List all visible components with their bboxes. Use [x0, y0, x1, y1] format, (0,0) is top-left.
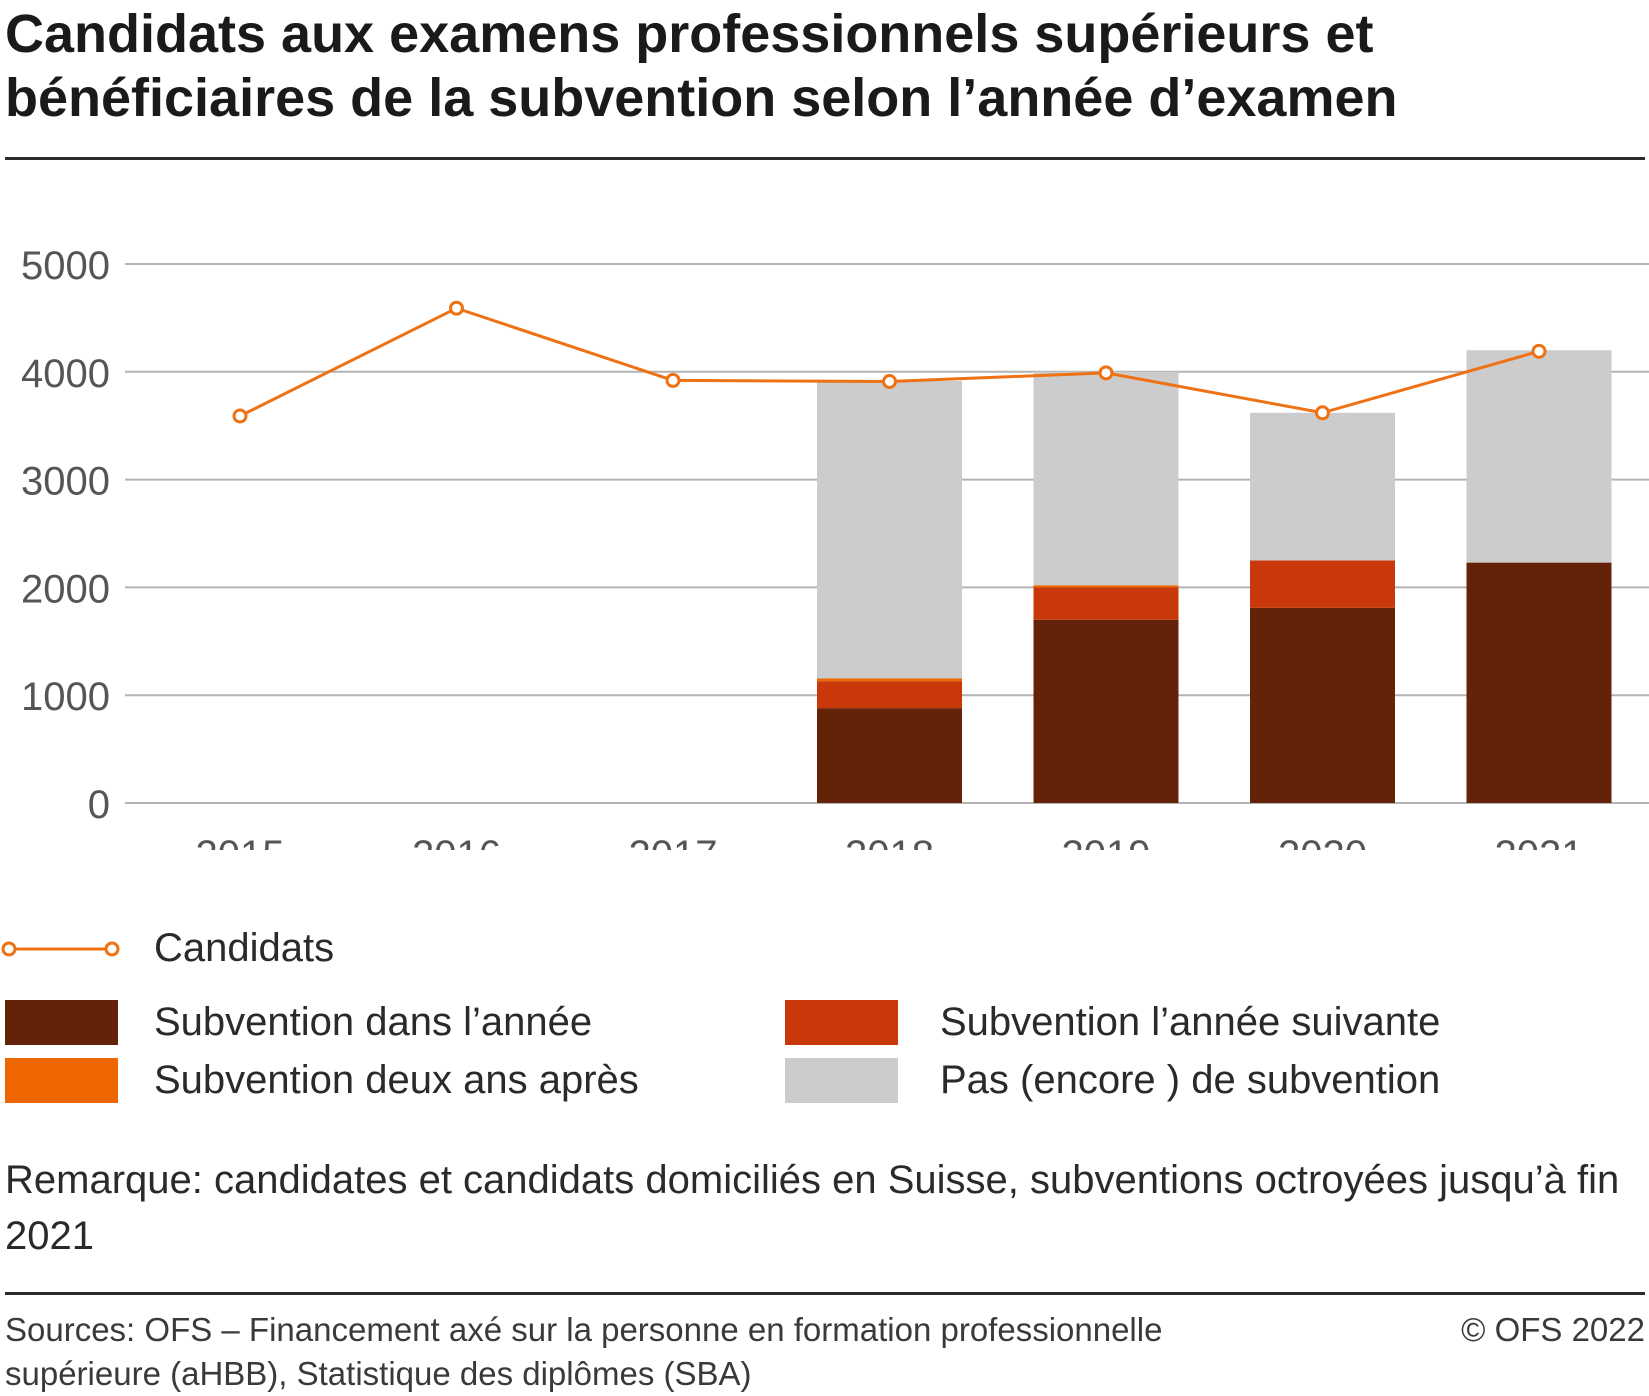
bar-deux-ans-2018	[817, 678, 962, 682]
y-tick-label-2000: 2000	[21, 567, 110, 611]
bar-annee-suivante-2019	[1033, 587, 1179, 620]
x-axis-ticks: 2015 2016 2017 2018 2019 2020 2021	[196, 833, 1584, 850]
y-tick-label-0: 0	[88, 783, 110, 827]
chart-title: Candidats aux examens professionnels sup…	[5, 4, 1398, 128]
candidats-point-2018	[882, 374, 897, 390]
bars	[817, 350, 1612, 803]
legend-label-annee-suivante: Subvention l’année suivante	[940, 1000, 1441, 1044]
x-tick-label-2017: 2017	[629, 833, 718, 850]
title-rule	[5, 157, 1645, 160]
footer-rule	[5, 1292, 1645, 1295]
legend-candidats-label: Candidats	[154, 926, 335, 970]
bar-dans-annee-2021	[1466, 562, 1612, 803]
copyright-text: © OFS 2022	[1461, 1311, 1645, 1348]
candidats-line	[232, 300, 1547, 424]
bar-dans-annee-2020	[1250, 607, 1395, 803]
bar-dans-annee-2018	[817, 708, 962, 803]
legend-candidats-marker	[1, 941, 120, 957]
bar-pas-encore-2020	[1250, 412, 1395, 561]
legend-label-dans-annee: Subvention dans l’année	[154, 1000, 593, 1044]
y-tick-label-3000: 3000	[21, 460, 110, 504]
x-tick-label-2016: 2016	[412, 833, 501, 850]
y-tick-label-4000: 4000	[21, 352, 110, 396]
bar-pas-encore-2021	[1466, 350, 1612, 563]
y-axis-ticks: 0 1000 2000 3000 4000 5000	[21, 244, 110, 827]
legend-swatch-dans-annee	[5, 1000, 118, 1045]
bar-dans-annee-2019	[1033, 619, 1179, 803]
bar-annee-suivante-2018	[817, 681, 962, 709]
candidats-point-2016	[449, 300, 464, 316]
candidats-point-2015	[232, 408, 248, 424]
x-tick-label-2018: 2018	[845, 833, 934, 850]
y-tick-label-1000: 1000	[21, 675, 110, 719]
candidats-point-2020	[1315, 405, 1330, 421]
legend-candidats-dot-right	[104, 941, 120, 957]
legend-swatch-deux-ans	[5, 1058, 118, 1103]
x-tick-label-2019: 2019	[1062, 833, 1151, 850]
legend-label-pas-encore: Pas (encore ) de subvention	[940, 1058, 1441, 1102]
x-tick-label-2020: 2020	[1278, 833, 1367, 850]
candidats-point-2017	[665, 372, 681, 388]
bar-deux-ans-2019	[1033, 585, 1179, 588]
x-tick-label-2021: 2021	[1495, 833, 1584, 850]
x-tick-label-2015: 2015	[196, 833, 285, 850]
y-tick-label-5000: 5000	[21, 244, 110, 288]
candidats-point-2019	[1098, 365, 1114, 381]
legend-label-deux-ans: Subvention deux ans après	[154, 1058, 639, 1102]
chart-note: Remarque: candidates et candidats domici…	[5, 1158, 1620, 1258]
legend-candidats-dot-left	[1, 941, 17, 957]
sources-text: Sources: OFS – Financement axé sur la pe…	[5, 1311, 1163, 1392]
candidats-point-2021	[1531, 343, 1547, 359]
bar-annee-suivante-2020	[1250, 560, 1395, 608]
legend-swatch-pas-encore	[785, 1058, 898, 1103]
legend-swatch-annee-suivante	[785, 1000, 898, 1045]
bar-pas-encore-2019	[1033, 371, 1179, 586]
bar-pas-encore-2018	[817, 380, 962, 679]
